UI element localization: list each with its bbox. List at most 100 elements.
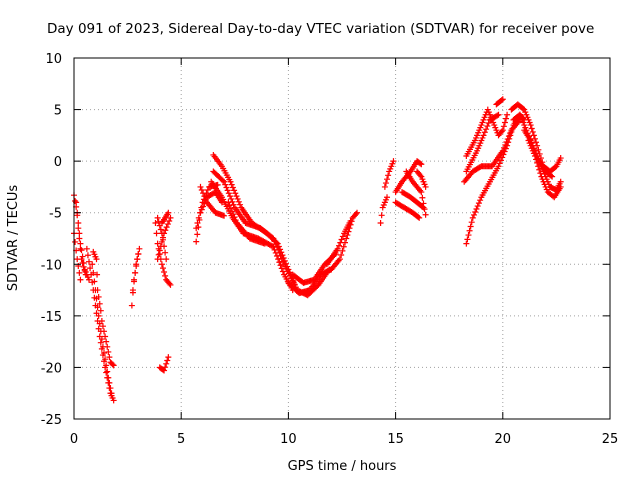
- data-point: [154, 214, 161, 221]
- data-point: [128, 302, 135, 309]
- data-point: [103, 369, 110, 376]
- data-point: [390, 158, 397, 165]
- x-tick-label: 5: [177, 432, 185, 447]
- data-point: [549, 173, 556, 180]
- data-point: [416, 214, 423, 221]
- data-point: [269, 234, 276, 241]
- data-point: [272, 249, 279, 256]
- data-point: [155, 251, 162, 258]
- data-point: [108, 390, 115, 397]
- x-axis-label: GPS time / hours: [288, 459, 397, 474]
- data-point: [135, 250, 142, 257]
- data-point: [162, 249, 169, 256]
- data-point: [99, 323, 106, 330]
- data-point: [465, 232, 472, 239]
- data-point: [202, 196, 209, 203]
- y-axis-label: SDTVAR / TECUs: [6, 185, 21, 292]
- data-point: [193, 238, 200, 245]
- data-point: [163, 224, 170, 231]
- data-point: [157, 243, 164, 250]
- data-point: [338, 236, 345, 243]
- data-point: [499, 127, 506, 134]
- data-point: [79, 259, 86, 266]
- data-point: [225, 199, 232, 206]
- data-point: [422, 183, 429, 190]
- data-point: [74, 256, 81, 263]
- data-point: [194, 220, 201, 227]
- data-point: [158, 261, 165, 268]
- data-point: [467, 223, 474, 230]
- data-point: [201, 193, 208, 200]
- data-point: [503, 138, 510, 145]
- data-point: [347, 217, 354, 224]
- data-point: [198, 187, 205, 194]
- data-point: [419, 194, 426, 201]
- data-point: [497, 157, 504, 164]
- data-point: [164, 221, 171, 228]
- data-point: [161, 367, 168, 374]
- data-point: [496, 160, 503, 167]
- data-point: [504, 136, 511, 143]
- data-point: [162, 364, 169, 371]
- data-point: [159, 234, 166, 241]
- data-point: [219, 177, 226, 184]
- data-point: [477, 197, 484, 204]
- data-point: [106, 379, 113, 386]
- data-point: [105, 374, 112, 381]
- data-point: [194, 231, 201, 238]
- data-point: [417, 172, 424, 179]
- data-point: [84, 252, 91, 259]
- data-point: [226, 202, 233, 209]
- data-point: [86, 258, 93, 265]
- data-point: [531, 152, 538, 159]
- y-tick-label: 0: [54, 155, 62, 170]
- data-point: [198, 204, 205, 211]
- data-point: [537, 162, 544, 169]
- data-point: [161, 230, 168, 237]
- data-point: [235, 198, 242, 205]
- data-point: [167, 214, 174, 221]
- x-tick-label: 15: [387, 432, 404, 447]
- data-point: [94, 287, 101, 294]
- data-point: [503, 115, 510, 122]
- x-tick-label: 0: [70, 432, 78, 447]
- data-point: [200, 190, 207, 197]
- data-point: [134, 256, 141, 263]
- data-point: [223, 184, 230, 191]
- data-point: [104, 343, 111, 350]
- data-point: [501, 119, 508, 126]
- data-point: [557, 155, 564, 162]
- data-point: [339, 247, 346, 254]
- data-point: [557, 183, 564, 190]
- data-point: [233, 193, 240, 200]
- data-point: [221, 178, 228, 185]
- y-tick-label: -10: [41, 258, 62, 273]
- data-point: [495, 163, 502, 170]
- chart-title: Day 091 of 2023, Sidereal Day-to-day VTE…: [47, 21, 594, 37]
- data-point: [231, 187, 238, 194]
- data-point: [98, 336, 105, 343]
- data-point: [197, 209, 204, 216]
- data-point: [507, 130, 514, 137]
- x-tick-label: 10: [280, 432, 297, 447]
- data-point: [422, 211, 429, 218]
- data-point: [95, 293, 102, 300]
- data-point: [77, 276, 84, 283]
- data-point: [133, 261, 140, 268]
- data-point: [103, 338, 110, 345]
- data-point: [232, 217, 239, 224]
- data-point: [537, 170, 544, 177]
- data-point: [165, 354, 172, 361]
- data-point: [384, 176, 391, 183]
- data-point: [481, 129, 488, 136]
- data-point: [154, 240, 161, 247]
- data-point: [90, 269, 97, 276]
- y-tick-label: 5: [54, 104, 62, 119]
- data-point: [384, 194, 391, 201]
- data-point: [72, 238, 79, 245]
- data-point: [502, 141, 509, 148]
- y-tick-label: -15: [41, 310, 62, 325]
- data-point: [76, 230, 83, 237]
- data-point: [193, 225, 200, 232]
- data-point: [74, 212, 81, 219]
